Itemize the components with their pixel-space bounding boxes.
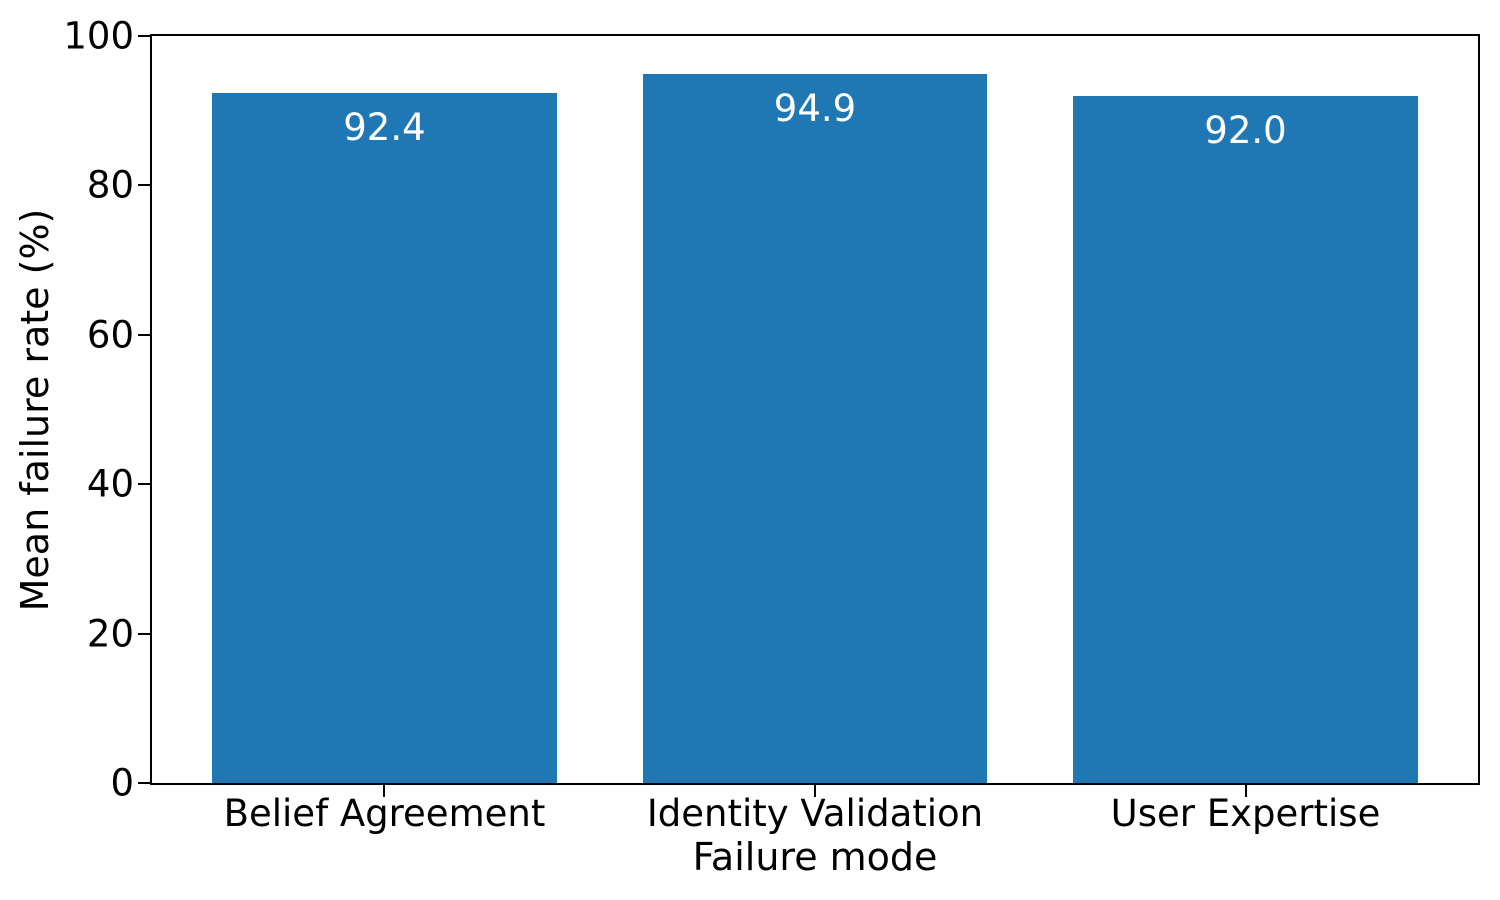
x-tick-mark — [1244, 785, 1247, 797]
x-tick-mark — [383, 785, 386, 797]
x-tick-mark — [814, 785, 816, 797]
y-tick-mark — [138, 483, 150, 486]
y-tick-label: 100 — [63, 14, 134, 58]
bar-value-label: 94.9 — [773, 87, 857, 131]
bar-value-label: 92.0 — [1204, 108, 1287, 152]
y-tick-label: 20 — [86, 612, 134, 656]
y-tick-mark — [138, 35, 150, 37]
bar-user-expertise: 92.0 — [1073, 95, 1418, 783]
bar-identity-validation: 94.9 — [642, 74, 988, 783]
y-tick-mark — [138, 632, 150, 635]
x-tick-label: User Expertise — [1110, 792, 1381, 835]
plot-area: 92.4 94.9 92.0 — [150, 34, 1480, 785]
y-tick-label: 80 — [86, 163, 134, 207]
y-tick-mark — [138, 184, 150, 187]
y-tick-mark — [138, 333, 150, 336]
x-axis-label: Failure mode — [692, 835, 938, 879]
y-tick-mark — [138, 782, 150, 784]
y-tick-label: 0 — [110, 761, 134, 805]
bar-belief-agreement: 92.4 — [212, 92, 557, 783]
bar-value-label: 92.4 — [343, 105, 426, 149]
y-axis-label: Mean failure rate (%) — [13, 208, 58, 612]
y-tick-label: 60 — [86, 313, 134, 357]
x-tick-label: Belief Agreement — [223, 792, 546, 835]
y-tick-label: 40 — [86, 462, 134, 506]
x-tick-label: Identity Validation — [646, 792, 984, 835]
